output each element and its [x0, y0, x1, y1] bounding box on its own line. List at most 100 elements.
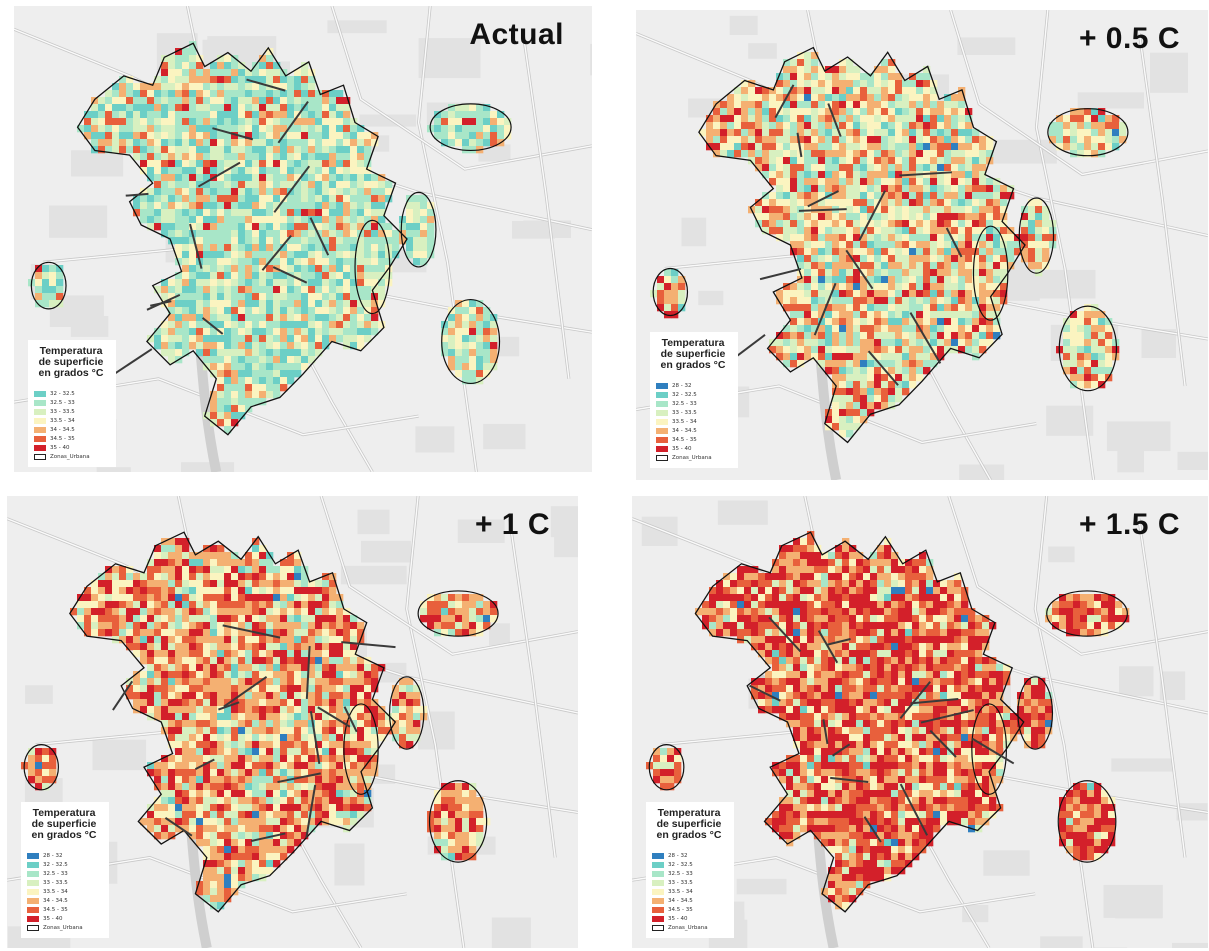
temperature-cell	[210, 412, 218, 420]
temperature-cell	[147, 118, 155, 126]
temperature-cell	[231, 391, 239, 399]
temperature-cell	[846, 115, 854, 123]
temperature-cell	[273, 160, 281, 168]
temperature-cell	[958, 192, 966, 200]
temperature-cell	[343, 223, 351, 231]
temperature-cell	[224, 307, 232, 315]
temperature-cell	[238, 216, 246, 224]
temperature-cell	[818, 276, 826, 284]
temperature-cell	[1105, 129, 1113, 137]
temperature-cell	[930, 304, 938, 312]
temperature-cell	[406, 720, 414, 728]
temperature-cell	[308, 594, 316, 602]
temperature-cell	[224, 83, 232, 91]
temperature-cell	[860, 332, 868, 340]
temperature-cell	[189, 664, 197, 672]
temperature-cell	[350, 776, 358, 784]
temperature-cell	[245, 734, 253, 742]
temperature-cell	[448, 328, 456, 336]
temperature-cell	[287, 685, 295, 693]
temperature-cell	[902, 234, 910, 242]
temperature-cell	[287, 601, 295, 609]
temperature-cell	[811, 283, 819, 291]
temperature-cell	[175, 727, 183, 735]
temperature-cell	[189, 594, 197, 602]
temperature-cell	[189, 223, 197, 231]
temperature-cell	[259, 160, 267, 168]
temperature-cell	[294, 230, 302, 238]
temperature-cell	[252, 146, 260, 154]
temperature-cell	[217, 314, 225, 322]
temperature-cell	[322, 664, 330, 672]
temperature-cell	[930, 255, 938, 263]
temperature-cell	[804, 136, 812, 144]
temperature-cell	[1098, 318, 1106, 326]
temperature-cell	[315, 769, 323, 777]
temperature-cell	[1028, 199, 1036, 207]
temperature-cell	[252, 265, 260, 273]
temperature-cell	[797, 73, 805, 81]
temperature-cell	[238, 181, 246, 189]
temperature-cell	[790, 241, 798, 249]
temperature-cell	[434, 125, 442, 133]
basemap-block	[415, 426, 455, 453]
temperature-cell	[902, 283, 910, 291]
temperature-cell	[280, 251, 288, 259]
temperature-cell	[343, 797, 351, 805]
temperature-cell	[888, 255, 896, 263]
temperature-cell	[245, 335, 253, 343]
temperature-cell	[182, 181, 190, 189]
temperature-cell	[329, 307, 337, 315]
temperature-cell	[993, 332, 1001, 340]
temperature-cell	[308, 692, 316, 700]
temperature-cell	[895, 192, 903, 200]
temperature-cell	[182, 636, 190, 644]
temperature-cell	[797, 318, 805, 326]
temperature-cell	[203, 209, 211, 217]
temperature-cell	[329, 286, 337, 294]
temperature-cell	[448, 615, 456, 623]
legend-label: 32.5 - 33	[50, 399, 75, 406]
temperature-cell	[902, 129, 910, 137]
temperature-cell	[308, 671, 316, 679]
temperature-cell	[224, 258, 232, 266]
temperature-cell	[308, 650, 316, 658]
temperature-cell	[1105, 325, 1113, 333]
temperature-cell	[951, 262, 959, 270]
temperature-cell	[874, 122, 882, 130]
basemap-block	[1150, 52, 1189, 93]
temperature-cell	[161, 601, 169, 609]
temperature-cell	[916, 227, 924, 235]
temperature-cell	[357, 664, 365, 672]
temperature-cell	[413, 244, 421, 252]
temperature-cell	[951, 192, 959, 200]
temperature-cell	[874, 115, 882, 123]
temperature-cell	[846, 66, 854, 74]
temperature-cell	[210, 573, 218, 581]
temperature-cell	[357, 202, 365, 210]
temperature-cell	[308, 762, 316, 770]
temperature-cell	[308, 97, 316, 105]
temperature-cell	[315, 678, 323, 686]
temperature-cell	[664, 283, 672, 291]
basemap-block	[1177, 451, 1208, 470]
temperature-cell	[266, 188, 274, 196]
temperature-cell	[301, 328, 309, 336]
temperature-cell	[203, 76, 211, 84]
temperature-cell	[308, 139, 316, 147]
temperature-cell	[350, 734, 358, 742]
street-segment	[807, 190, 839, 208]
temperature-cell	[343, 314, 351, 322]
temperature-cell	[210, 790, 218, 798]
temperature-cell	[182, 251, 190, 259]
temperature-cell	[203, 314, 211, 322]
temperature-cell	[1049, 129, 1057, 137]
temperature-cell	[322, 608, 330, 616]
temperature-cell	[301, 657, 309, 665]
temperature-cell	[357, 678, 365, 686]
temperature-cell	[427, 615, 435, 623]
temperature-cell	[287, 307, 295, 315]
temperature-cell	[888, 143, 896, 151]
temperature-cell	[881, 360, 889, 368]
temperature-cell	[455, 783, 463, 791]
